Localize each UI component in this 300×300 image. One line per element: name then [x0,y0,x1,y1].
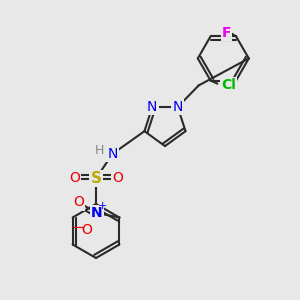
Text: O: O [81,223,92,236]
Text: O: O [74,196,84,209]
Text: O: O [69,172,80,185]
Text: +: + [98,201,107,212]
Text: O: O [112,172,123,185]
Text: H: H [95,144,105,158]
Text: N: N [172,100,183,114]
Text: N: N [91,206,103,220]
Text: Cl: Cl [221,78,236,92]
Text: −: − [72,220,84,236]
Text: N: N [107,147,118,161]
Text: S: S [91,171,101,186]
Text: N: N [147,100,158,114]
Text: F: F [222,26,231,40]
